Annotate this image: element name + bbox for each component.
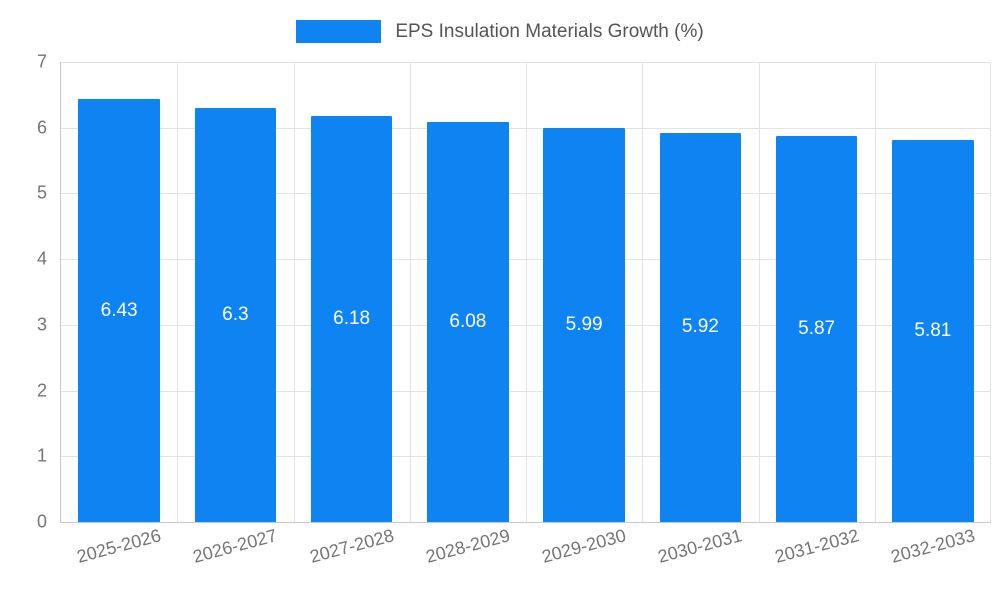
y-tick-label: 2 xyxy=(36,380,47,401)
gridline-v xyxy=(409,62,411,522)
y-tick-label: 3 xyxy=(36,314,47,335)
bar-value-label: 6.18 xyxy=(333,307,371,329)
bar: 6.43 xyxy=(78,99,160,522)
legend-swatch xyxy=(296,20,382,43)
y-tick-label: 0 xyxy=(36,511,47,532)
gridline-v xyxy=(642,62,644,522)
legend-label: EPS Insulation Materials Growth (%) xyxy=(395,20,704,42)
gridline-v xyxy=(293,62,295,522)
bar-value-label: 5.99 xyxy=(565,314,603,336)
gridline-v xyxy=(526,62,527,522)
bar-value-label: 5.92 xyxy=(681,316,719,338)
bar: 5.87 xyxy=(775,136,858,522)
bar-value-label: 5.81 xyxy=(914,320,952,342)
bar: 6.18 xyxy=(310,115,393,522)
legend: EPS Insulation Materials Growth (%) xyxy=(0,20,1000,43)
bar-value-label: 6.43 xyxy=(100,299,138,321)
gridline-v xyxy=(874,62,876,522)
y-tick-label: 6 xyxy=(36,117,47,138)
plot-area: 0 1 2 3 4 5 6 7 6.43 2025-2026 6.3 2026-2027 6.18 202… xyxy=(37,52,991,567)
gridline-v xyxy=(758,62,760,522)
bar: 6.08 xyxy=(427,122,509,522)
bar-value-label: 6.08 xyxy=(449,311,487,333)
bar-value-label: 6.3 xyxy=(222,304,249,325)
y-tick-label: 7 xyxy=(36,51,47,72)
gridline-v xyxy=(990,62,991,522)
y-tick-label: 4 xyxy=(36,248,47,269)
y-tick-label: 1 xyxy=(36,445,47,466)
bar: 5.99 xyxy=(543,128,625,522)
bar: 6.3 xyxy=(194,108,277,522)
gridline-v xyxy=(177,62,179,522)
bar-value-label: 5.87 xyxy=(798,318,836,340)
y-tick-label: 5 xyxy=(36,182,47,203)
bar: 5.81 xyxy=(892,140,974,522)
bar: 5.92 xyxy=(659,132,742,522)
